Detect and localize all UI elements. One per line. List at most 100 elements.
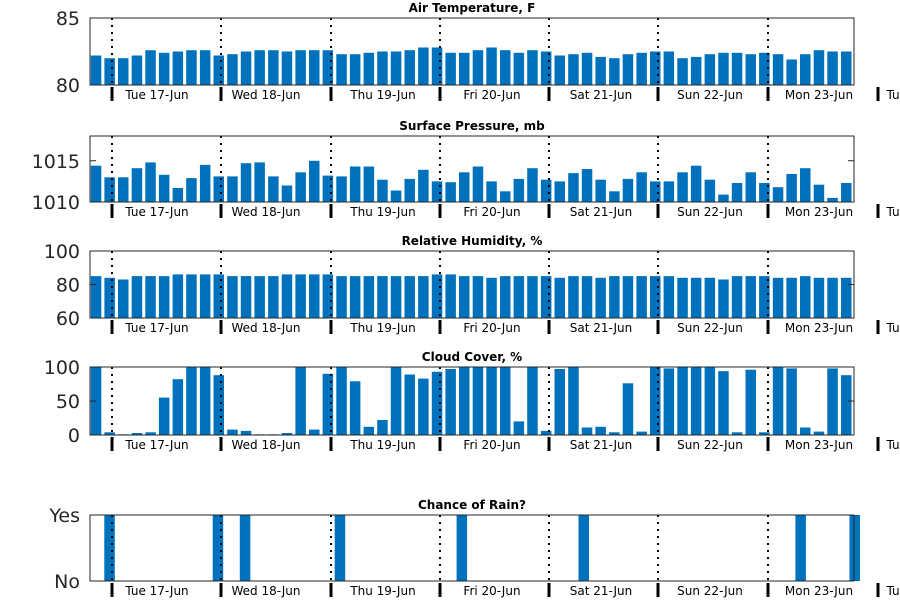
bar	[334, 515, 346, 581]
day-label: Mon 23-Jun	[785, 205, 853, 219]
bar	[213, 55, 224, 85]
bar	[786, 277, 797, 318]
bar	[622, 276, 634, 318]
bar	[650, 181, 661, 202]
bar	[118, 58, 129, 85]
day-label: Tue 17-Jun	[124, 321, 188, 335]
bar	[540, 276, 552, 318]
bar	[690, 56, 702, 85]
bar	[145, 50, 156, 85]
bar	[500, 191, 511, 202]
y-tick-label: 50	[56, 391, 80, 413]
day-label: Wed 18-Jun	[232, 584, 301, 598]
bar	[663, 368, 675, 435]
bar	[431, 274, 443, 318]
panel-4: 0 50 100 Cloud Cover, % Tue 17-Jun Wed 18-Jun…	[44, 350, 900, 452]
bar	[377, 420, 388, 435]
bar	[718, 279, 729, 318]
day-label: Fri 20-Jun	[463, 584, 520, 598]
day-label: Thu 19-Jun	[349, 321, 415, 335]
day-label: Wed 18-Jun	[232, 321, 301, 335]
bar	[309, 274, 320, 318]
bar	[172, 379, 184, 435]
bar	[595, 426, 606, 435]
bar	[513, 52, 525, 85]
day-label: Fri 20-Jun	[463, 321, 520, 335]
bar	[295, 274, 306, 318]
bar	[418, 47, 429, 85]
bar	[500, 276, 511, 318]
day-label: Tue 17-Jun	[124, 584, 188, 598]
bar	[663, 276, 675, 318]
bar	[445, 52, 456, 85]
bar	[772, 187, 784, 202]
bar	[254, 162, 265, 202]
bar	[281, 433, 293, 435]
bar	[827, 368, 838, 435]
bar	[418, 276, 429, 318]
bar	[690, 367, 702, 435]
bar	[240, 163, 252, 202]
bar	[595, 56, 606, 85]
bar	[268, 276, 279, 318]
bar	[309, 160, 320, 203]
bar	[186, 274, 197, 318]
bar	[568, 276, 579, 318]
day-label: Tue 17-Jun	[124, 438, 188, 452]
bar	[472, 166, 484, 202]
panel-title: Surface Pressure, mb	[399, 119, 545, 133]
bar	[459, 276, 470, 318]
bar	[336, 176, 347, 202]
day-label: Mon 23-Jun	[785, 88, 853, 102]
bar	[213, 274, 224, 318]
bar	[363, 166, 375, 202]
bar	[322, 50, 334, 85]
bar	[281, 51, 293, 85]
bar	[663, 181, 675, 202]
bar	[309, 429, 320, 435]
bar	[445, 182, 456, 202]
bar	[459, 52, 470, 85]
bar	[813, 50, 825, 85]
day-label: Tue 17-Jun	[124, 205, 188, 219]
bar	[690, 165, 702, 202]
day-label: Wed 18-Jun	[232, 205, 301, 219]
bar	[104, 515, 115, 581]
bar	[636, 431, 647, 435]
bar	[459, 367, 470, 435]
bar	[240, 51, 252, 85]
bar	[295, 50, 306, 85]
bar	[104, 58, 115, 85]
bar	[322, 175, 334, 202]
bar	[718, 371, 729, 435]
bar	[268, 50, 279, 85]
bar	[731, 183, 743, 202]
bar	[90, 367, 102, 435]
bar	[581, 169, 593, 202]
bar	[199, 50, 211, 85]
bar	[527, 367, 538, 435]
day-label: Thu 19-Jun	[349, 205, 415, 219]
bar	[390, 190, 402, 202]
bar	[677, 58, 688, 85]
bar	[813, 184, 825, 202]
bar	[731, 52, 743, 85]
bar	[158, 174, 170, 202]
bar	[622, 178, 634, 202]
day-label: Tu	[885, 438, 899, 452]
bar	[459, 172, 470, 202]
bar	[636, 172, 647, 202]
bar	[745, 369, 756, 435]
bar	[800, 168, 811, 202]
bar	[456, 515, 468, 581]
bar	[622, 383, 634, 435]
bar	[718, 194, 729, 202]
bar	[404, 50, 415, 85]
bar	[104, 432, 115, 435]
bar	[418, 169, 429, 202]
bar	[568, 54, 579, 85]
day-label: Tue 17-Jun	[124, 88, 188, 102]
bar	[281, 274, 293, 318]
bar	[745, 54, 756, 85]
bar	[772, 367, 784, 435]
